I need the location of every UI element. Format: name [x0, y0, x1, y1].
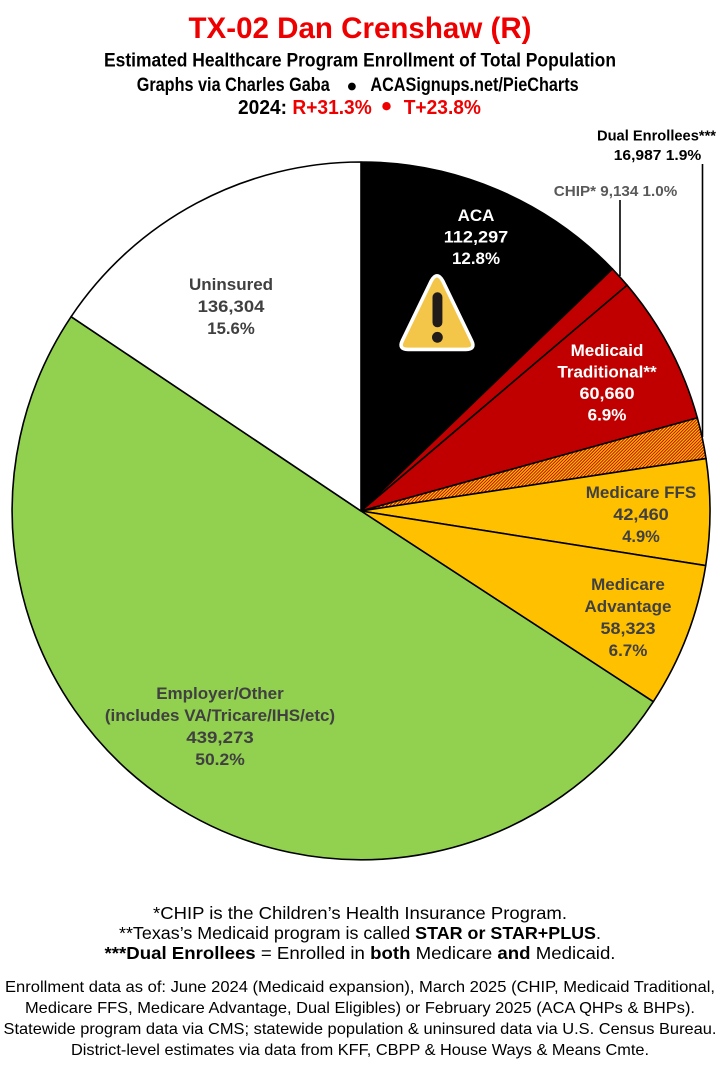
svg-text:Enrollment data as of: June 20: Enrollment data as of: June 2024 (Medica… [5, 979, 715, 996]
svg-text:112,297: 112,297 [444, 228, 509, 247]
svg-text:*CHIP is the Children’s Health: *CHIP is the Children’s Health Insurance… [153, 903, 567, 923]
svg-text:Medicare: Medicare [591, 575, 665, 594]
svg-text:Employer/Other: Employer/Other [156, 684, 284, 703]
svg-text:42,460: 42,460 [613, 505, 669, 524]
svg-text:CHIP* 9,134 1.0%: CHIP* 9,134 1.0% [554, 184, 678, 200]
svg-text:District-level estimates via d: District-level estimates via data from K… [71, 1042, 649, 1059]
svg-text:**Texas’s Medicaid program is: **Texas’s Medicaid program is called STA… [119, 923, 601, 943]
svg-text:12.8%: 12.8% [452, 249, 500, 268]
svg-text:Estimated Healthcare Program E: Estimated Healthcare Program Enrollment … [104, 50, 616, 72]
svg-text:ACA: ACA [458, 206, 495, 225]
svg-text:(includes VA/Tricare/IHS/etc): (includes VA/Tricare/IHS/etc) [105, 706, 335, 725]
svg-text:58,323: 58,323 [601, 619, 656, 638]
svg-text:16,987 1.9%: 16,987 1.9% [614, 148, 702, 164]
svg-text:Dual Enrollees***: Dual Enrollees*** [597, 129, 716, 145]
svg-text:6.7%: 6.7% [609, 641, 648, 660]
svg-text:Uninsured: Uninsured [189, 275, 273, 294]
svg-text:***Dual Enrollees = Enrolled i: ***Dual Enrollees = Enrolled in both Med… [105, 943, 616, 963]
svg-text:136,304: 136,304 [198, 297, 265, 316]
svg-text:Graphs via Charles Gaba: Graphs via Charles Gaba ACASignups.net/P… [137, 74, 579, 96]
svg-text:Advantage: Advantage [585, 597, 672, 616]
svg-text:15.6%: 15.6% [207, 319, 255, 338]
svg-text:TX-02 Dan Crenshaw (R): TX-02 Dan Crenshaw (R) [189, 12, 532, 45]
svg-text:50.2%: 50.2% [195, 750, 245, 769]
svg-text:60,660: 60,660 [580, 384, 635, 403]
svg-text:Traditional**: Traditional** [557, 363, 657, 382]
svg-text:Medicaid: Medicaid [571, 341, 644, 360]
svg-text:4.9%: 4.9% [622, 527, 660, 546]
svg-text:439,273: 439,273 [186, 728, 254, 747]
svg-text:Medicare FFS, Medicare Advanta: Medicare FFS, Medicare Advantage, Dual E… [25, 1000, 695, 1017]
svg-text:Medicare FFS: Medicare FFS [586, 483, 697, 502]
svg-text:2024: R+31.3% T+23.8%: 2024: R+31.3% T+23.8% [238, 96, 481, 119]
svg-text:Statewide program data via CMS: Statewide program data via CMS; statewid… [4, 1021, 717, 1038]
svg-text:6.9%: 6.9% [588, 406, 627, 425]
